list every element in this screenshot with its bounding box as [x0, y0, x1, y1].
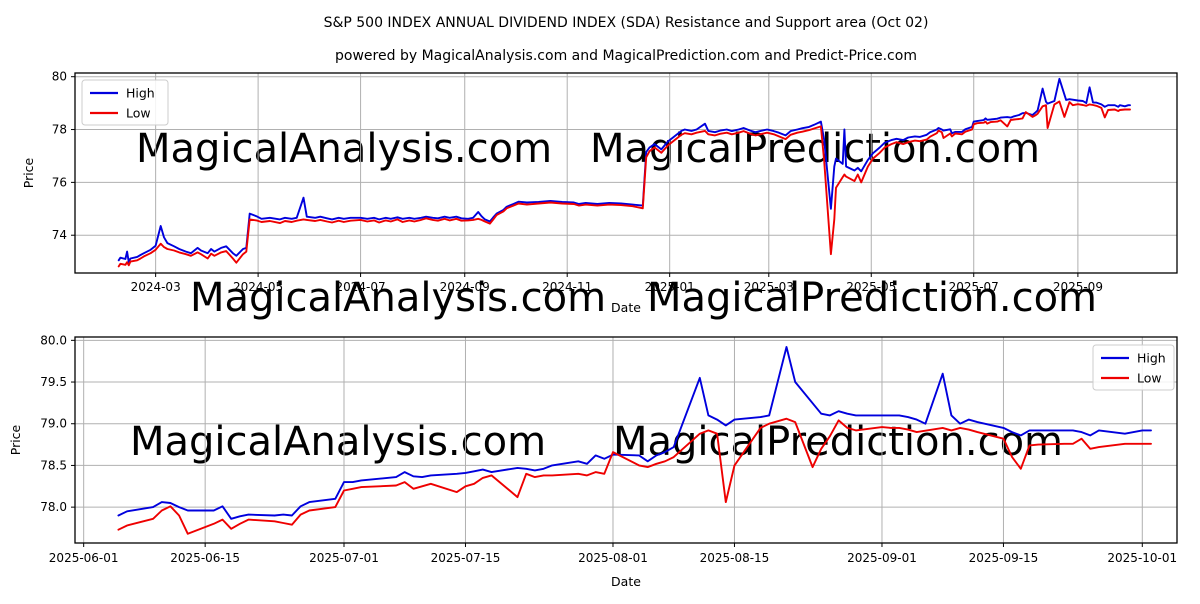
x-tick-label: 2024-07 — [336, 280, 386, 294]
legend-high-label: High — [126, 86, 155, 101]
y-tick-label: 80.0 — [40, 333, 67, 347]
y-tick-label: 78 — [52, 123, 67, 137]
watermark-text: MagicalAnalysis.com — [190, 275, 606, 321]
x-tick-label: 2025-10-01 — [1107, 551, 1177, 565]
y-tick-label: 80 — [52, 70, 67, 84]
legend-box — [81, 79, 169, 126]
x-tick-label: 2025-09-15 — [969, 551, 1039, 565]
y-tick-label: 78.0 — [40, 500, 67, 514]
x-tick-label: 2025-08-01 — [578, 551, 648, 565]
x-tick-label: 2025-09-01 — [847, 551, 917, 565]
watermark-text: MagicalPrediction.com — [613, 419, 1063, 465]
x-tick-label: 2025-06-01 — [49, 551, 119, 565]
y-tick-label: 79.5 — [40, 375, 67, 389]
axes-spines — [74, 72, 1178, 274]
high-line — [117, 346, 1152, 520]
x-tick-label: 2025-07-15 — [431, 551, 501, 565]
x-tick-label: 2025-08-15 — [700, 551, 770, 565]
x-tick-label: 2025-06-15 — [170, 551, 240, 565]
plot-background — [75, 337, 1177, 543]
y-axis-label: Price — [21, 157, 36, 188]
x-tick-label: 2024-05 — [233, 280, 283, 294]
axes-spines — [74, 336, 1178, 544]
x-tick-label: 2025-07-01 — [309, 551, 379, 565]
legend-high-label: High — [1137, 351, 1166, 366]
x-tick-label: 2025-03 — [744, 280, 794, 294]
plot-background — [75, 73, 1177, 273]
x-tick-label: 2024-11 — [542, 280, 592, 294]
x-tick-label: 2025-07 — [949, 280, 999, 294]
chart-title: S&P 500 INDEX ANNUAL DIVIDEND INDEX (SDA… — [324, 15, 929, 31]
bottom-chart: MagicalAnalysis.com MagicalPrediction.com… — [8, 333, 1178, 589]
y-tick-label: 78.5 — [40, 458, 67, 472]
watermark-text: MagicalAnalysis.com — [130, 419, 546, 465]
x-tick-label: 2025-05 — [846, 280, 896, 294]
legend-low-label: Low — [1137, 371, 1162, 386]
watermark-text: MagicalPrediction.com — [647, 275, 1097, 321]
y-tick-label: 74 — [52, 228, 67, 242]
y-tick-label: 76 — [52, 175, 67, 189]
x-axis-label: Date — [611, 300, 641, 315]
x-tick-label: 2025-01 — [645, 280, 695, 294]
watermark-text: MagicalAnalysis.com — [136, 126, 552, 172]
y-axis-label: Price — [8, 424, 23, 455]
chart-subtitle: powered by MagicalAnalysis.com and Magic… — [335, 48, 917, 64]
low-line — [117, 417, 1152, 535]
x-tick-label: 2024-03 — [131, 280, 181, 294]
y-tick-label: 79.0 — [40, 417, 67, 431]
x-tick-label: 2025-09 — [1053, 280, 1103, 294]
low-line — [117, 100, 1131, 268]
x-axis-label: Date — [611, 574, 641, 589]
x-tick-label: 2024-09 — [440, 280, 490, 294]
legend-low-label: Low — [126, 106, 151, 121]
top-chart: MagicalAnalysis.com MagicalPrediction.com… — [21, 70, 1178, 321]
high-line — [117, 77, 1131, 264]
